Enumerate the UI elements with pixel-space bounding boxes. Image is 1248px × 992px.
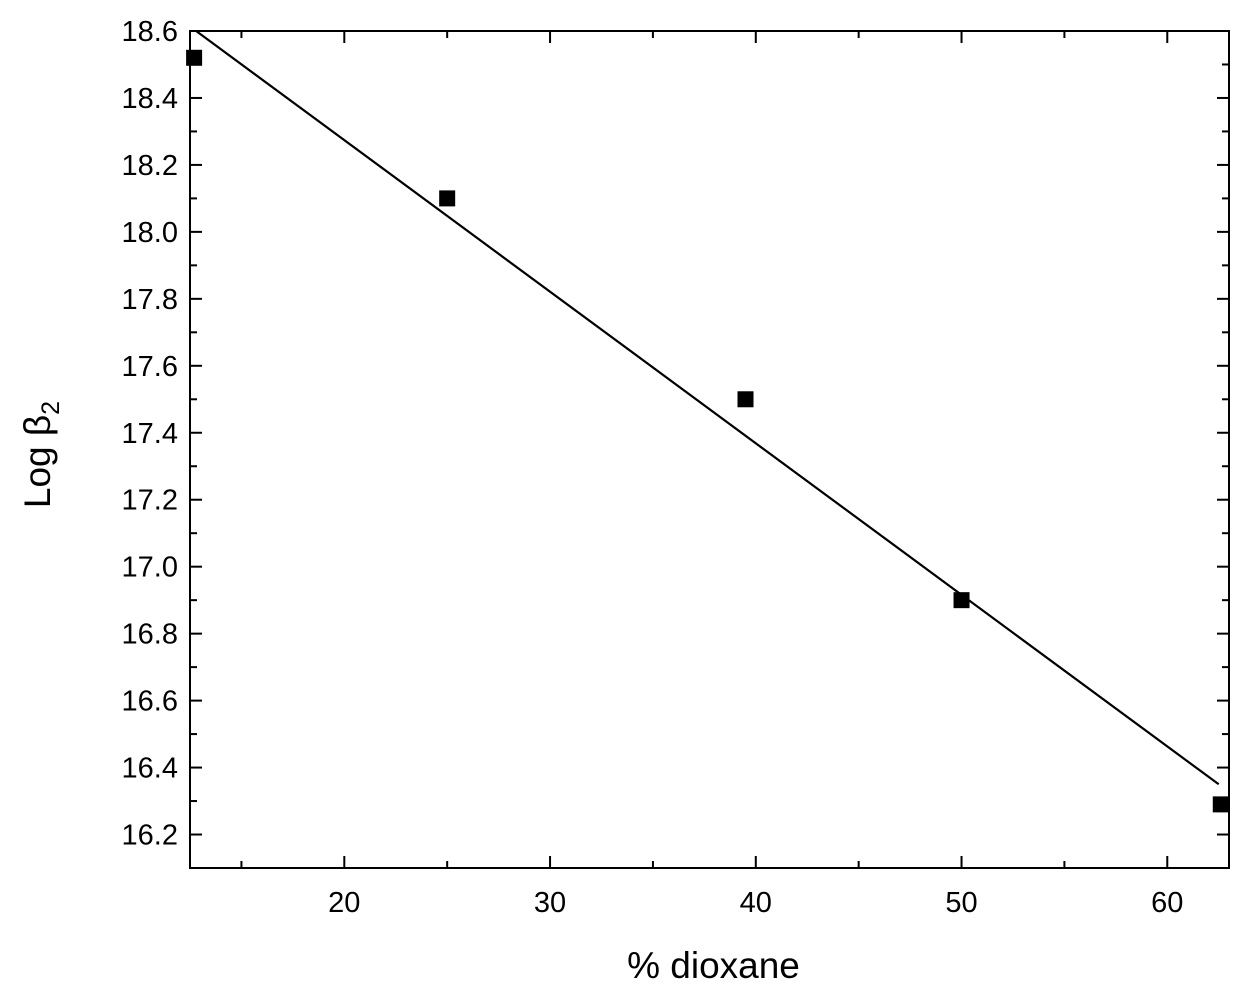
data-point bbox=[1212, 796, 1229, 813]
plot-frame bbox=[189, 30, 1230, 869]
y-tick-label: 16.6 bbox=[122, 686, 178, 718]
y-tick-label: 17.2 bbox=[122, 485, 178, 517]
y-tick-label: 16.4 bbox=[122, 753, 178, 785]
y-tick-label: 16.8 bbox=[122, 619, 178, 651]
y-tick-label: 17.8 bbox=[122, 284, 178, 316]
y-axis-title: Log β2 bbox=[17, 401, 65, 508]
y-axis-title-main: Log β bbox=[17, 415, 58, 508]
y-tick-label: 18.6 bbox=[122, 16, 178, 48]
data-point bbox=[439, 190, 456, 207]
fit-line-group bbox=[195, 30, 1220, 786]
x-tick-label: 30 bbox=[534, 887, 566, 919]
y-tick-label: 16.2 bbox=[122, 820, 178, 852]
y-tick-label: 18.4 bbox=[122, 83, 178, 115]
axis-tick-labels: 20 30 40 50 60 16.2 16.4 16.6 16.8 17.0 17.2 17.4 17… bbox=[122, 16, 1184, 919]
y-tick-label: 17.0 bbox=[122, 552, 178, 584]
data-point bbox=[953, 592, 970, 609]
x-tick-label: 40 bbox=[740, 887, 772, 919]
y-tick-label: 18.0 bbox=[122, 217, 178, 249]
data-points bbox=[186, 49, 1229, 813]
x-tick-label: 20 bbox=[328, 887, 360, 919]
fit-line bbox=[195, 30, 1220, 786]
y-axis-title-subscript: 2 bbox=[37, 401, 65, 415]
axis-ticks bbox=[190, 30, 1229, 868]
y-tick-label: 18.2 bbox=[122, 150, 178, 182]
x-axis-title: % dioxane bbox=[627, 945, 800, 986]
x-tick-label: 60 bbox=[1151, 887, 1183, 919]
y-tick-label: 17.4 bbox=[122, 418, 178, 450]
x-tick-label: 50 bbox=[945, 887, 977, 919]
y-tick-label: 17.6 bbox=[122, 351, 178, 383]
data-point bbox=[186, 49, 203, 66]
data-point bbox=[737, 391, 754, 408]
